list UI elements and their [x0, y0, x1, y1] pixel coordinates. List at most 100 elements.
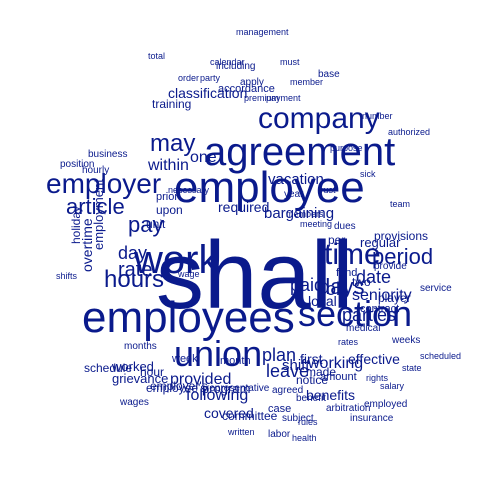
- cloud-word: employer's: [150, 379, 208, 393]
- cloud-word: regular: [360, 235, 401, 250]
- cloud-word: year: [284, 189, 304, 200]
- cloud-word: number: [362, 111, 393, 121]
- cloud-word: shifts: [56, 271, 78, 281]
- cloud-word: payment: [266, 93, 301, 103]
- cloud-word: employees: [82, 293, 295, 342]
- cloud-word: hour: [140, 365, 165, 379]
- cloud-word: may: [150, 130, 196, 157]
- cloud-word: schedule: [84, 361, 133, 375]
- cloud-word: case: [268, 403, 292, 415]
- cloud-word: paid: [290, 275, 325, 295]
- cloud-word: per: [328, 233, 346, 247]
- cloud-word: made: [306, 365, 337, 379]
- cloud-word: shall: [156, 222, 354, 329]
- cloud-word: program: [202, 381, 251, 396]
- cloud-word: company: [258, 102, 380, 135]
- cloud-word: including: [216, 61, 256, 72]
- cloud-word: dues: [334, 221, 356, 232]
- cloud-word: benefit: [296, 393, 327, 404]
- cloud-word: health: [292, 433, 317, 443]
- cloud-word: work: [134, 238, 219, 282]
- cloud-word: rate: [118, 259, 153, 281]
- cloud-word: worked: [112, 359, 154, 374]
- cloud-word: sick: [360, 169, 376, 179]
- cloud-word: employment: [91, 179, 106, 250]
- cloud-word: subject: [282, 413, 314, 424]
- cloud-word: effective: [348, 351, 400, 367]
- cloud-word: weeks: [392, 335, 421, 346]
- cloud-word: date: [356, 267, 392, 287]
- cloud-word: salary: [380, 381, 405, 391]
- cloud-word: representative: [206, 383, 270, 394]
- cloud-word: first: [300, 351, 323, 367]
- cloud-word: days: [318, 274, 365, 299]
- cloud-word: following: [186, 387, 249, 404]
- cloud-word: committee: [222, 409, 278, 423]
- cloud-word: rules: [298, 417, 318, 427]
- cloud-word: shift: [282, 357, 310, 374]
- cloud-word: parties: [342, 305, 397, 325]
- cloud-word: months: [124, 341, 157, 352]
- cloud-word: written: [228, 427, 255, 437]
- cloud-word: agreement: [204, 130, 396, 174]
- cloud-word: position: [60, 159, 95, 170]
- cloud-word: seniority: [352, 287, 412, 304]
- cloud-word: state: [402, 363, 422, 373]
- cloud-word: unit: [146, 217, 166, 231]
- cloud-word: provide: [374, 261, 407, 272]
- cloud-word: insurance: [350, 413, 394, 424]
- cloud-word: hourly: [82, 165, 110, 176]
- cloud-word: player: [378, 291, 411, 305]
- cloud-word: employed: [364, 399, 408, 410]
- cloud-word: calendar: [210, 57, 245, 67]
- cloud-word: employee: [174, 163, 365, 212]
- cloud-word: authorized: [388, 127, 431, 137]
- cloud-word: training: [152, 97, 192, 111]
- cloud-word: article: [66, 194, 125, 219]
- cloud-word: grievance: [112, 371, 169, 386]
- cloud-word: contract: [360, 303, 400, 315]
- cloud-word: day: [118, 243, 148, 263]
- cloud-word: rates: [338, 337, 359, 347]
- cloud-word: arbitration: [326, 403, 371, 414]
- cloud-word: rights: [366, 373, 389, 383]
- cloud-word: accordance: [218, 83, 275, 95]
- cloud-word: service: [420, 283, 452, 294]
- cloud-word: pay: [128, 212, 164, 237]
- cloud-word: plan: [262, 345, 297, 365]
- cloud-word: members: [286, 209, 324, 219]
- cloud-word: medical: [346, 323, 381, 334]
- cloud-word: section: [298, 293, 413, 334]
- cloud-word: provided: [170, 371, 232, 388]
- cloud-word: employer: [46, 168, 162, 199]
- cloud-word: member: [290, 77, 324, 87]
- cloud-word: job: [322, 279, 347, 299]
- cloud-word: covered: [204, 405, 254, 421]
- cloud-word: team: [390, 199, 411, 209]
- cloud-word: notice: [296, 373, 329, 387]
- cloud-word: management: [236, 27, 289, 37]
- cloud-word: premium: [244, 93, 280, 103]
- cloud-word: one: [190, 149, 217, 166]
- cloud-word: fund: [336, 267, 358, 279]
- cloud-word: hours: [104, 266, 165, 293]
- cloud-word: leave: [266, 361, 310, 381]
- cloud-word: must: [280, 57, 300, 67]
- cloud-word: benefits: [306, 387, 356, 403]
- cloud-word: amount: [320, 371, 357, 383]
- cloud-word: necessary: [168, 185, 210, 195]
- cloud-word: total: [148, 51, 166, 61]
- cloud-word: classification: [168, 85, 248, 101]
- cloud-word: trust: [318, 185, 336, 195]
- cloud-word: order: [178, 73, 200, 83]
- cloud-word: two: [352, 275, 371, 289]
- cloud-word: month: [220, 355, 251, 367]
- cloud-word: provisions: [374, 229, 429, 243]
- cloud-word: period: [372, 244, 434, 269]
- cloud-word: employee's: [146, 381, 207, 395]
- cloud-word: upon: [156, 203, 183, 217]
- cloud-word: prior: [156, 191, 179, 203]
- cloud-word: party: [200, 73, 221, 83]
- cloud-word: agreed: [272, 385, 304, 396]
